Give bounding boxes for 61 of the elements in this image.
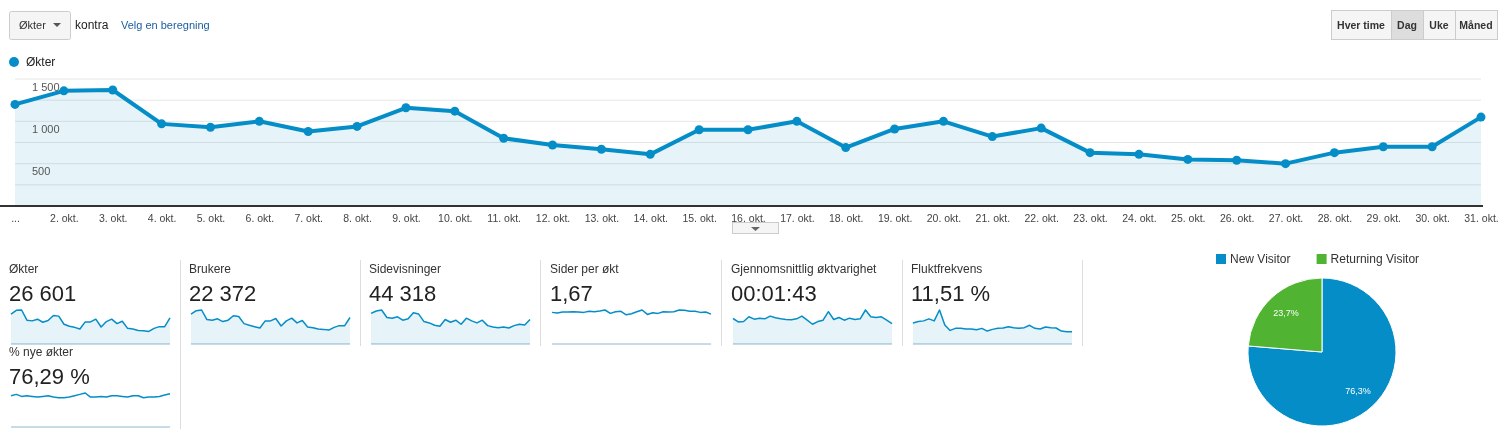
x-tick-label: 27. okt. bbox=[1268, 211, 1304, 224]
chart-subtitle: 11,51 % bbox=[911, 281, 991, 306]
chart-title: Brukere bbox=[189, 262, 232, 276]
x-tick-label: 5. okt. bbox=[196, 211, 226, 224]
chart-subtitle: 00:01:43 bbox=[731, 281, 817, 306]
x-tick-label: 13. okt. bbox=[584, 211, 620, 224]
pie-slice bbox=[1247, 277, 1397, 427]
x-tick-label: 29. okt. bbox=[1366, 211, 1401, 224]
x-tick-label: 7. okt. bbox=[294, 211, 323, 224]
chart-title: Gjennomsnittlig øktvarighet bbox=[731, 262, 878, 276]
toggle-button: Uke bbox=[1423, 10, 1456, 40]
x-tick-label: 26. okt. bbox=[1219, 211, 1255, 224]
x-tick-label: 10. okt. bbox=[438, 211, 473, 224]
x-tick-label: 11. okt. bbox=[487, 211, 521, 224]
x-tick-label: 24. okt. bbox=[1122, 211, 1157, 224]
data-label: 76,3% bbox=[1345, 386, 1371, 397]
x-tick-label: 31. okt. bbox=[1464, 211, 1498, 224]
x-tick-label: 23. okt. bbox=[1073, 211, 1108, 224]
x-tick-label: 3. okt. bbox=[98, 211, 128, 224]
x-tick-label: 16. okt. bbox=[731, 211, 766, 224]
x-tick-label: 22. okt. bbox=[1024, 211, 1059, 224]
chart-title: Sider per økt bbox=[550, 262, 620, 276]
legend-label: Økter bbox=[26, 55, 56, 70]
toggle-button: Måned bbox=[1455, 10, 1498, 40]
x-tick-label: 2. okt. bbox=[50, 211, 79, 224]
text: kontra bbox=[75, 18, 109, 32]
x-tick-label: 19. okt. bbox=[877, 211, 913, 224]
text: Velg en beregning bbox=[121, 19, 210, 31]
toggle-button: Dag bbox=[1391, 10, 1424, 40]
x-tick-label: 15. okt. bbox=[682, 211, 717, 224]
x-tick-label: 14. okt. bbox=[633, 211, 668, 224]
chart-subtitle: 1,67 bbox=[550, 281, 593, 306]
toggle-button: Hver time bbox=[1331, 10, 1392, 40]
x-tick-label: 18. okt. bbox=[829, 211, 864, 224]
x-tick-label: 21. okt. bbox=[975, 211, 1011, 224]
x-tick-label: 28. okt. bbox=[1317, 211, 1353, 224]
x-tick-label: 9. okt. bbox=[392, 211, 421, 224]
y-tick-label: 1 500 bbox=[32, 80, 60, 93]
chart-title: Økter bbox=[9, 262, 39, 276]
chart-subtitle: 44 318 bbox=[369, 281, 437, 306]
x-tick-label: 8. okt. bbox=[343, 211, 372, 224]
x-tick-label: 12. okt. bbox=[535, 211, 571, 224]
metric-dropdown: Økter bbox=[9, 11, 71, 40]
x-tick-label: 25. okt. bbox=[1171, 211, 1206, 224]
chart-subtitle: 26 601 bbox=[9, 281, 77, 306]
chart-subtitle: 22 372 bbox=[189, 281, 257, 306]
chart-title: Fluktfrekvens bbox=[911, 262, 983, 276]
chart-subtitle: 76,29 % bbox=[9, 364, 90, 389]
legend-label: New Visitor bbox=[1230, 252, 1291, 267]
data-label: 23,7% bbox=[1273, 307, 1299, 318]
x-tick-label: 17. okt. bbox=[780, 211, 815, 224]
chart-title: Sidevisninger bbox=[369, 262, 442, 276]
y-tick-label: 500 bbox=[32, 165, 51, 178]
y-tick-label: 1 000 bbox=[32, 122, 60, 135]
x-tick-label: 6. okt. bbox=[245, 211, 275, 224]
x-tick-label: 20. okt. bbox=[926, 211, 962, 224]
chart-title: % nye økter bbox=[9, 345, 74, 359]
legend-label: Returning Visitor bbox=[1330, 252, 1420, 267]
x-tick-label: 4. okt. bbox=[147, 211, 177, 224]
x-tick-label: 30. okt. bbox=[1415, 211, 1450, 224]
x-tick-label: ... bbox=[11, 211, 20, 224]
